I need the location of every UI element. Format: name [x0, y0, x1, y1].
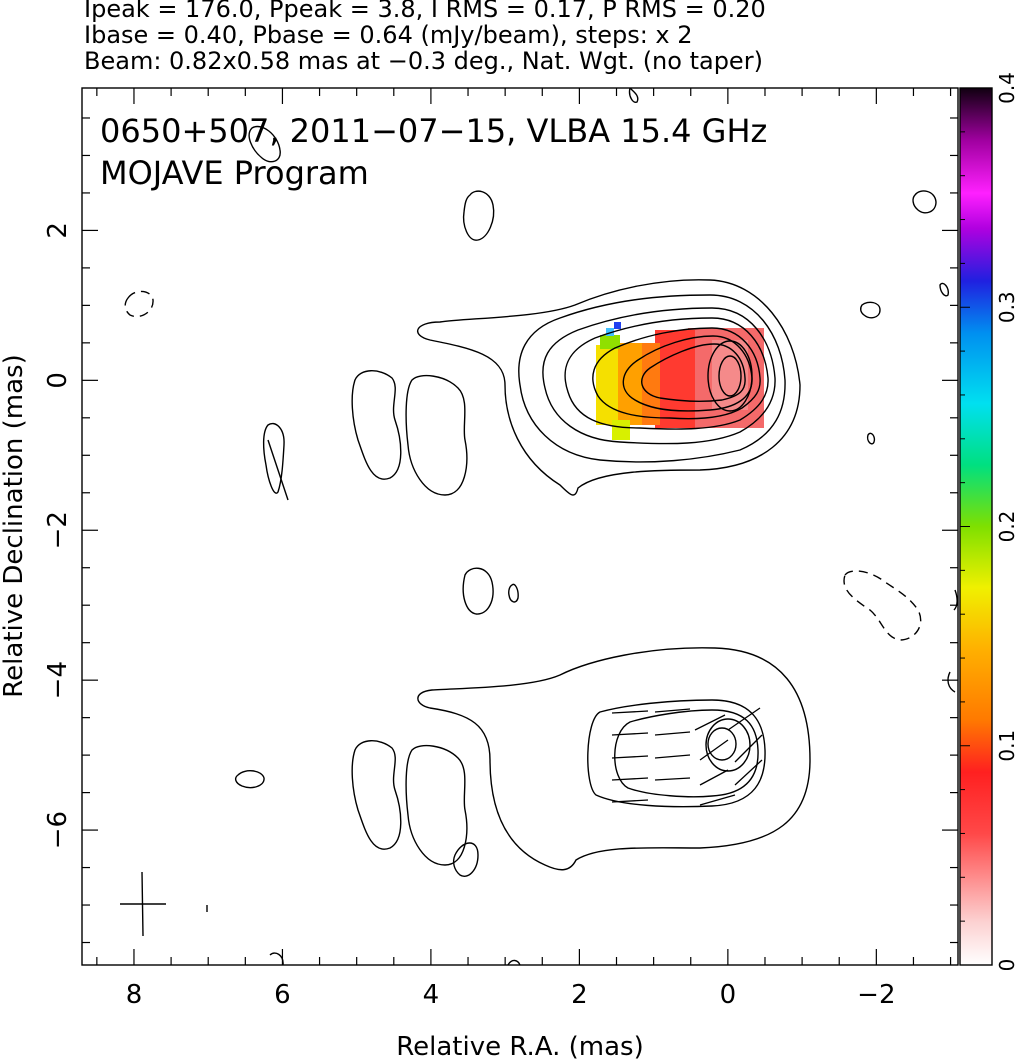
contour-upper-3	[542, 307, 776, 445]
y-axis-label: Relative Declination (mas)	[0, 354, 29, 697]
contour-blob-a	[262, 422, 285, 494]
contour-blob-f	[912, 190, 937, 214]
contour-lower-4	[705, 718, 751, 772]
contour-upper-8	[707, 340, 753, 412]
pol-patch-green	[600, 335, 620, 349]
x-tick-label: 8	[126, 980, 143, 1010]
pol-patch-cyan	[606, 328, 614, 336]
contour-blob-m	[234, 770, 265, 789]
evpa-vector	[611, 732, 649, 736]
evpa-vector	[611, 755, 649, 759]
pol-patch-yellow	[596, 345, 618, 425]
evpa-vector	[611, 710, 649, 714]
evpa-vector	[699, 769, 729, 786]
y-tick-label: −4	[43, 661, 73, 699]
contour-blob-k	[953, 589, 958, 611]
evpa-vector	[727, 707, 761, 731]
contour-upper-9	[718, 355, 742, 397]
contour-blob-n	[269, 952, 284, 965]
y-tick-label: 0	[43, 372, 73, 389]
evpa-vector	[654, 708, 691, 713]
contour-blob-j	[628, 88, 639, 103]
contour-lower-2	[587, 699, 766, 808]
y-tick-label: 2	[43, 222, 73, 239]
chart-subtitle: MOJAVE Program	[100, 154, 369, 192]
contour-upper-5	[592, 327, 761, 420]
colorbar-tick-label: 0.4	[995, 72, 1019, 104]
contour-layer	[124, 88, 958, 965]
contour-blob-h	[939, 282, 950, 297]
x-tick-label: 0	[720, 980, 737, 1010]
contour-negative-1	[124, 290, 154, 318]
colorbar-tick-label: 0.1	[995, 730, 1019, 762]
evpa-vector	[654, 777, 691, 781]
evpa-vector	[699, 794, 736, 806]
axes: 8 6 4 2 0 −2 2 0 −2 −4 −6	[43, 87, 959, 1010]
chart-title: 0650+507, 2011−07−15, VLBA 15.4 GHz	[100, 112, 767, 150]
x-tick-label: 4	[423, 980, 440, 1010]
contour-blob-g	[859, 301, 881, 319]
contour-lower-blob-4	[267, 439, 289, 501]
pol-patch-blue	[614, 322, 621, 329]
colorbar-ticks: 0 0.1 0.2 0.3 0.4	[960, 72, 1019, 971]
x-axis-label: Relative R.A. (mas)	[396, 1032, 643, 1060]
x-tick-label: 6	[274, 980, 291, 1010]
contour-blob-b	[462, 190, 495, 241]
evpa-vector	[654, 754, 691, 759]
contour-lower-blob-1	[351, 740, 402, 850]
contour-blob-d	[508, 583, 519, 603]
contour-blob-e	[248, 125, 281, 163]
evpa-vector	[654, 731, 691, 736]
contour-upper-7	[641, 343, 746, 403]
contour-lower-blob-3	[452, 842, 479, 877]
beam-marker	[120, 871, 166, 937]
contour-lower-1	[417, 647, 811, 871]
contour-blob-c	[462, 567, 494, 615]
contour-upper-blob-1	[351, 370, 402, 480]
colorbar-tick-label: 0.2	[995, 511, 1019, 543]
header-line-1: Ipeak = 176.0, Ppeak = 3.8, I RMS = 0.17…	[84, 0, 766, 23]
y-tick-label: −6	[43, 811, 73, 849]
header-line-2: Ibase = 0.40, Pbase = 0.64 (mJy/beam), s…	[84, 21, 693, 49]
x-tick-label: −2	[857, 980, 895, 1010]
contour-blob-o	[507, 959, 521, 965]
colorbar-tick-label: 0.3	[995, 291, 1019, 323]
contour-lower-5	[707, 727, 737, 761]
contour-lower-3	[614, 709, 759, 798]
x-tick-label: 2	[571, 980, 588, 1010]
header-line-3: Beam: 0.82x0.58 mas at −0.3 deg., Nat. W…	[84, 47, 763, 75]
evpa-vector	[611, 799, 649, 803]
y-tick-label: −2	[43, 511, 73, 549]
plot-frame	[81, 87, 959, 966]
contour-blob-l	[947, 671, 956, 693]
contour-upper-1	[417, 279, 801, 496]
evpa-vector	[611, 777, 649, 781]
pol-patch-orange-1	[640, 343, 660, 425]
fractional-polarization-image	[596, 322, 764, 440]
contour-upper-6	[622, 335, 753, 412]
colorbar-tick-label: 0	[995, 959, 1019, 972]
evpa-vector	[694, 714, 726, 731]
contour-upper-4	[564, 317, 769, 430]
evpa-vector	[699, 739, 729, 761]
evpa-vector	[734, 734, 763, 763]
pol-patch-red	[655, 330, 695, 428]
evpa-vector	[734, 759, 763, 786]
contour-lower-blob-2	[405, 744, 468, 866]
contour-blob-i	[866, 432, 876, 445]
contour-upper-blob-2	[405, 374, 468, 496]
pol-patch-yellow-green	[612, 420, 630, 440]
evpa-vectors	[611, 707, 763, 806]
contour-upper-2	[518, 294, 786, 463]
contour-negative-2	[843, 570, 922, 641]
